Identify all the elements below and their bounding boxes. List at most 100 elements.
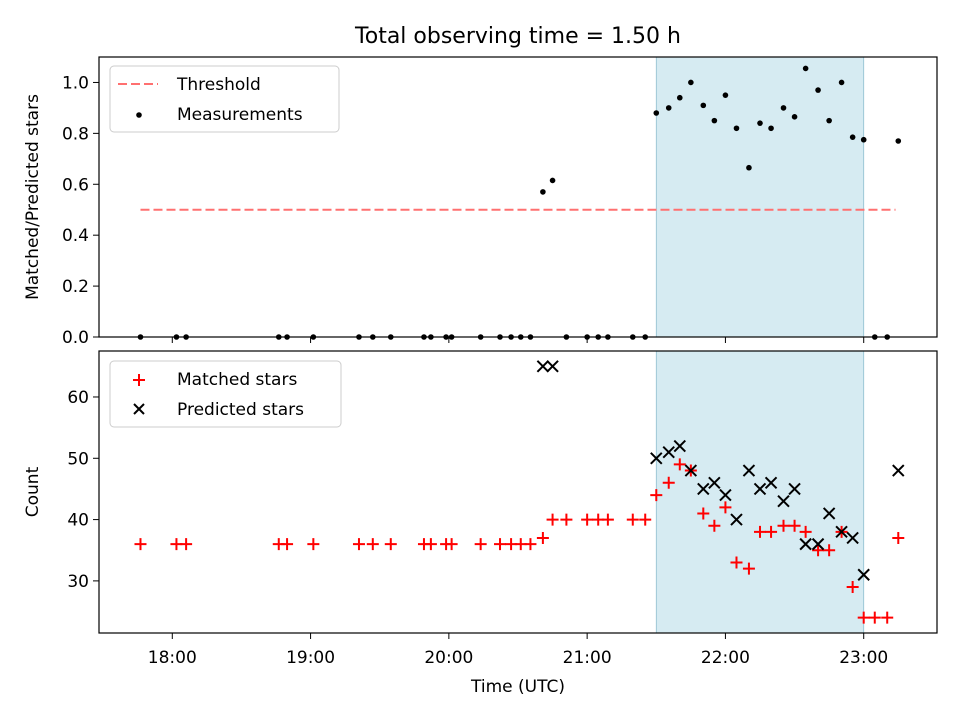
matched-star-point <box>742 562 755 575</box>
matched-star-point <box>384 538 397 551</box>
matched-star-point <box>536 531 549 544</box>
predicted-star-point <box>673 439 686 453</box>
x-tick-label: 19:00 <box>286 648 335 668</box>
measurement-point <box>780 105 787 111</box>
x-axis: 18:00 19:00 20:00 21:00 22:00 23:00 <box>148 648 888 668</box>
ratio-legend-box <box>109 65 340 133</box>
matched-star-point <box>662 476 675 489</box>
matched-legend-label: Matched stars <box>177 370 297 390</box>
matched-star-point <box>881 611 894 624</box>
predicted-star-point <box>730 513 743 526</box>
matched-star-point <box>708 519 721 532</box>
ratio-panel: 0.0 0.2 0.4 0.6 0.8 1.0 Matched/Predicted sta… <box>23 56 938 348</box>
measurement-point <box>802 65 809 72</box>
matched-star-point <box>673 458 686 471</box>
measurement-point <box>722 92 729 98</box>
predicted-star-point <box>536 360 550 373</box>
x-tick-label: 21:00 <box>563 648 612 668</box>
predicted-star-point <box>799 537 812 551</box>
y-tick-label: 40 <box>67 511 89 531</box>
measurement-point <box>733 125 740 132</box>
matched-star-point <box>788 519 801 532</box>
matched-star-point <box>799 525 812 538</box>
x-tick-label: 18:00 <box>148 648 197 668</box>
predicted-legend-swatch <box>133 403 145 415</box>
predicted-star-points <box>536 360 905 581</box>
measurement-point <box>676 94 683 101</box>
matched-star-point <box>601 513 614 526</box>
y-tick-label: 0.2 <box>62 277 89 297</box>
matched-star-point <box>639 513 652 526</box>
matched-star-point <box>697 507 710 520</box>
y-tick-label: 30 <box>67 572 89 592</box>
matched-star-point <box>846 581 859 594</box>
measurement-point <box>540 189 546 195</box>
measurement-legend-label: Measurements <box>177 105 303 125</box>
predicted-star-point <box>650 452 663 465</box>
matched-star-point <box>281 538 294 551</box>
matched-star-point <box>823 544 836 557</box>
predicted-star-point <box>708 476 721 490</box>
predicted-legend-label: Predicted stars <box>177 400 304 420</box>
predicted-star-point <box>764 476 778 490</box>
measurement-point <box>849 134 856 140</box>
predicted-star-point <box>719 488 732 502</box>
predicted-star-point <box>892 464 905 477</box>
predicted-star-point <box>822 507 836 520</box>
matched-star-point <box>424 538 437 551</box>
measurement-point <box>815 87 821 93</box>
predicted-star-point <box>777 494 790 508</box>
matched-star-point <box>857 611 870 624</box>
matched-star-point <box>868 611 881 624</box>
ratio-panel-ticks: 0.0 0.2 0.4 0.6 0.8 1.0 <box>62 73 865 348</box>
predicted-star-point <box>697 482 710 496</box>
matched-star-points <box>134 458 905 624</box>
count-legend-box <box>109 360 342 428</box>
y-tick-label: 0.0 <box>62 328 89 348</box>
matched-star-point <box>366 538 379 551</box>
y-tick-label: 0.6 <box>62 175 89 195</box>
measurement-point <box>700 102 707 109</box>
measurement-point <box>688 79 694 86</box>
count-panel-ticks: 30 40 50 60 <box>67 388 865 639</box>
y-tick-label: 60 <box>67 388 89 408</box>
matched-star-point <box>180 538 193 551</box>
matched-star-point <box>753 525 766 538</box>
matched-star-point <box>352 538 365 551</box>
matched-star-point <box>560 513 573 526</box>
predicted-star-point <box>753 482 767 496</box>
matched-star-point <box>134 538 147 551</box>
measurement-point <box>895 138 902 144</box>
measurement-point <box>826 117 832 124</box>
matched-star-point <box>626 513 639 526</box>
measurement-point <box>549 177 556 184</box>
observing-span-shading-top <box>655 56 865 338</box>
measurement-point <box>746 164 752 171</box>
measurement-point <box>757 120 763 126</box>
ratio-panel-frame <box>98 56 938 338</box>
measurement-legend-swatch <box>136 112 142 118</box>
chart-title: Total observing time = 1.50 h <box>354 24 681 49</box>
y-tick-label: 0.4 <box>62 226 89 246</box>
x-tick-label: 20:00 <box>424 648 473 668</box>
matched-legend-swatch <box>133 374 145 386</box>
measurement-points <box>137 65 902 340</box>
matched-star-point <box>445 538 458 551</box>
ratio-legend: Threshold Measurements <box>109 65 340 133</box>
predicted-star-point <box>662 445 675 459</box>
count-y-axis-label: Count <box>23 466 43 517</box>
measurement-point <box>665 105 672 111</box>
x-tick-label: 22:00 <box>701 648 750 668</box>
matched-star-point <box>524 538 537 551</box>
count-panel-frame <box>98 350 938 634</box>
measurement-point <box>860 136 867 143</box>
count-legend: Matched stars Predicted stars <box>109 360 342 428</box>
y-tick-label: 0.8 <box>62 124 89 144</box>
matched-star-point <box>581 513 594 526</box>
predicted-star-point <box>742 464 756 477</box>
ratio-y-axis-label: Matched/Predicted stars <box>23 94 43 300</box>
predicted-star-point <box>811 537 825 551</box>
measurement-point <box>838 79 845 86</box>
measurement-point <box>768 125 774 132</box>
